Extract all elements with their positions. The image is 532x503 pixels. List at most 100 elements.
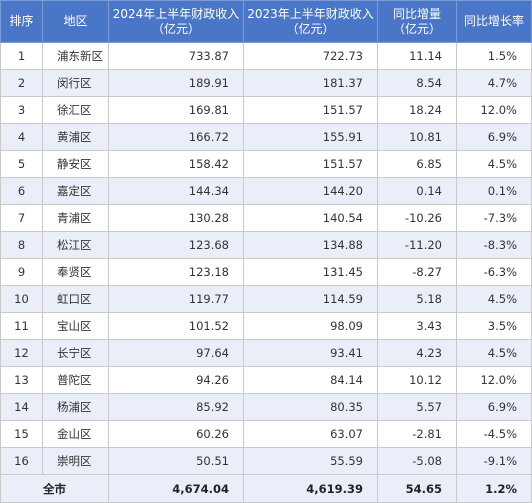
cell-increase: -2.81: [377, 420, 457, 448]
header-rev2023: 2023年上半年财政收入 （亿元）: [243, 0, 378, 43]
header-rev2024-title: 2024年上半年财政收入: [112, 6, 240, 21]
cell-district: 金山区: [42, 420, 109, 448]
cell-growth: 1.5%: [456, 42, 532, 70]
cell-district: 宝山区: [42, 312, 109, 340]
cell-rank: 4: [0, 123, 43, 151]
cell-rank: 9: [0, 258, 43, 286]
total-rev2023: 4,619.39: [243, 474, 378, 503]
table-row: 16 崇明区 50.51 55.59 -5.08 -9.1%: [0, 447, 532, 475]
cell-rank: 3: [0, 96, 43, 124]
cell-increase: 3.43: [377, 312, 457, 340]
header-growth: 同比增长率: [456, 0, 532, 43]
cell-rev2023: 134.88: [243, 231, 378, 259]
cell-rev2023: 140.54: [243, 204, 378, 232]
cell-rank: 16: [0, 447, 43, 475]
cell-district: 闵行区: [42, 69, 109, 97]
cell-rev2023: 55.59: [243, 447, 378, 475]
table-row: 11 宝山区 101.52 98.09 3.43 3.5%: [0, 312, 532, 340]
cell-growth: 3.5%: [456, 312, 532, 340]
cell-rev2023: 84.14: [243, 366, 378, 394]
cell-increase: 6.85: [377, 150, 457, 178]
cell-growth: 6.9%: [456, 123, 532, 151]
cell-increase: 11.14: [377, 42, 457, 70]
cell-rev2023: 155.91: [243, 123, 378, 151]
cell-growth: 6.9%: [456, 393, 532, 421]
cell-rev2024: 97.64: [108, 339, 244, 367]
header-rank: 排序: [0, 0, 43, 43]
total-increase: 54.65: [377, 474, 457, 503]
cell-district: 普陀区: [42, 366, 109, 394]
cell-growth: -9.1%: [456, 447, 532, 475]
table-row: 5 静安区 158.42 151.57 6.85 4.5%: [0, 150, 532, 178]
cell-rev2024: 101.52: [108, 312, 244, 340]
cell-increase: 8.54: [377, 69, 457, 97]
cell-increase: 10.81: [377, 123, 457, 151]
cell-rank: 15: [0, 420, 43, 448]
cell-rev2023: 181.37: [243, 69, 378, 97]
cell-rank: 6: [0, 177, 43, 205]
cell-rev2024: 94.26: [108, 366, 244, 394]
table-row: 2 闵行区 189.91 181.37 8.54 4.7%: [0, 69, 532, 97]
cell-rev2024: 158.42: [108, 150, 244, 178]
cell-rank: 13: [0, 366, 43, 394]
table-row: 13 普陀区 94.26 84.14 10.12 12.0%: [0, 366, 532, 394]
table-row: 15 金山区 60.26 63.07 -2.81 -4.5%: [0, 420, 532, 448]
cell-rev2024: 130.28: [108, 204, 244, 232]
total-label: 全市: [0, 474, 109, 503]
table-row: 3 徐汇区 169.81 151.57 18.24 12.0%: [0, 96, 532, 124]
cell-rev2024: 119.77: [108, 285, 244, 313]
cell-rev2023: 114.59: [243, 285, 378, 313]
cell-increase: 0.14: [377, 177, 457, 205]
cell-growth: 12.0%: [456, 366, 532, 394]
header-increase: 同比增量 （亿元）: [377, 0, 457, 43]
cell-growth: 4.5%: [456, 339, 532, 367]
cell-district: 青浦区: [42, 204, 109, 232]
cell-rev2024: 144.34: [108, 177, 244, 205]
table-row: 12 长宁区 97.64 93.41 4.23 4.5%: [0, 339, 532, 367]
table-body: 1 浦东新区 733.87 722.73 11.14 1.5% 2 闵行区 189.91 181.…: [0, 42, 532, 475]
cell-rev2024: 189.91: [108, 69, 244, 97]
cell-increase: 4.23: [377, 339, 457, 367]
header-increase-unit: （亿元）: [392, 21, 441, 36]
header-row: 排序 地区 2024年上半年财政收入 （亿元） 2023年上半年财政收入 （亿元…: [0, 0, 532, 43]
cell-rev2024: 166.72: [108, 123, 244, 151]
cell-increase: -8.27: [377, 258, 457, 286]
total-rev2024: 4,674.04: [108, 474, 244, 503]
cell-district: 奉贤区: [42, 258, 109, 286]
cell-growth: 12.0%: [456, 96, 532, 124]
cell-growth: 4.7%: [456, 69, 532, 97]
cell-rank: 7: [0, 204, 43, 232]
cell-rank: 5: [0, 150, 43, 178]
cell-growth: -7.3%: [456, 204, 532, 232]
cell-growth: 0.1%: [456, 177, 532, 205]
cell-district: 浦东新区: [42, 42, 109, 70]
cell-rank: 11: [0, 312, 43, 340]
cell-rev2023: 131.45: [243, 258, 378, 286]
cell-rev2023: 93.41: [243, 339, 378, 367]
table-row: 10 虹口区 119.77 114.59 5.18 4.5%: [0, 285, 532, 313]
cell-district: 松江区: [42, 231, 109, 259]
cell-rev2024: 169.81: [108, 96, 244, 124]
header-rev2024-unit: （亿元）: [151, 21, 200, 36]
cell-district: 静安区: [42, 150, 109, 178]
cell-district: 虹口区: [42, 285, 109, 313]
header-rev2023-unit: （亿元）: [286, 21, 335, 36]
cell-rank: 10: [0, 285, 43, 313]
table-row: 1 浦东新区 733.87 722.73 11.14 1.5%: [0, 42, 532, 70]
cell-rev2024: 733.87: [108, 42, 244, 70]
cell-increase: 18.24: [377, 96, 457, 124]
total-row: 全市 4,674.04 4,619.39 54.65 1.2%: [0, 474, 532, 503]
header-increase-title: 同比增量: [392, 6, 441, 21]
cell-rank: 12: [0, 339, 43, 367]
cell-district: 杨浦区: [42, 393, 109, 421]
table-row: 7 青浦区 130.28 140.54 -10.26 -7.3%: [0, 204, 532, 232]
cell-district: 长宁区: [42, 339, 109, 367]
cell-growth: 4.5%: [456, 150, 532, 178]
cell-growth: -4.5%: [456, 420, 532, 448]
cell-rev2024: 50.51: [108, 447, 244, 475]
cell-growth: -8.3%: [456, 231, 532, 259]
cell-increase: 10.12: [377, 366, 457, 394]
cell-rev2023: 98.09: [243, 312, 378, 340]
cell-increase: 5.57: [377, 393, 457, 421]
